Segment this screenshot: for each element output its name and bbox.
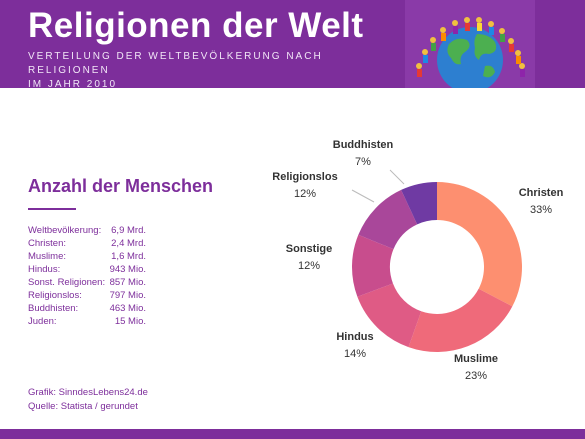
stat-value: 463 Mio. <box>109 303 146 314</box>
slice-value-label: 12% <box>294 188 316 200</box>
globe-icon <box>405 0 535 88</box>
stat-label: Buddhisten: <box>28 303 79 314</box>
heading-divider <box>28 208 76 210</box>
stat-label: Christen: <box>28 238 67 249</box>
stat-row-weltbevoelkerung: Weltbevölkerung: 6,9 Mrd. <box>28 224 146 237</box>
stat-label: Religionslos: <box>28 290 82 301</box>
source-note: Grafik: SinndesLebens24.de Quelle: Stati… <box>28 386 148 413</box>
slice-christen <box>437 182 522 307</box>
stat-value: 943 Mio. <box>109 264 146 275</box>
leader-line <box>351 189 375 203</box>
stat-label: Muslime: <box>28 251 67 262</box>
page-subtitle: VERTEILUNG DER WELTBEVÖLKERUNG NACH RELI… <box>28 50 388 92</box>
slice-name-label: Religionslos <box>272 171 337 183</box>
page-title: Religionen der Welt <box>28 6 364 45</box>
stat-label: Sonst. Religionen: <box>28 277 106 288</box>
slice-buddhisten <box>401 182 437 225</box>
leader-line <box>389 169 405 185</box>
stat-row-muslime: Muslime: 1,6 Mrd. <box>28 250 146 263</box>
data-source: Quelle: Statista / gerundet <box>28 400 138 412</box>
stats-heading: Anzahl der Menschen <box>28 176 214 196</box>
slice-name-label: Christen <box>519 187 564 199</box>
slice-name-label: Muslime <box>454 353 498 365</box>
slice-value-label: 23% <box>465 370 487 382</box>
header-banner: Religionen der Welt VERTEILUNG DER WELTB… <box>0 0 585 90</box>
stat-row-christen: Christen: 2,4 Mrd. <box>28 237 146 250</box>
slice-name-label: Buddhisten <box>333 139 394 151</box>
stat-value: 6,9 Mrd. <box>111 225 146 236</box>
slice-muslime <box>408 288 513 352</box>
slice-value-label: 12% <box>298 260 320 272</box>
stat-row-buddhisten: Buddhisten: 463 Mio. <box>28 302 146 315</box>
stat-row-hindus: Hindus: 943 Mio. <box>28 263 146 276</box>
stat-row-sonstige: Sonst. Religionen: 857 Mio. <box>28 276 146 289</box>
footer-bar <box>0 429 585 439</box>
slice-name-label: Sonstige <box>286 243 332 255</box>
stat-value: 15 Mio. <box>114 316 146 327</box>
stat-value: 857 Mio. <box>109 277 146 288</box>
stat-label: Juden: <box>28 316 57 327</box>
subtitle-line-1: VERTEILUNG DER WELTBEVÖLKERUNG NACH RELI… <box>28 51 323 76</box>
stat-label: Weltbevölkerung: <box>28 225 102 236</box>
stat-row-religionslos: Religionslos: 797 Mio. <box>28 289 146 302</box>
stat-value: 797 Mio. <box>109 290 146 301</box>
slice-name-label: Hindus <box>336 331 373 343</box>
graphic-credit: Grafik: SinndesLebens24.de <box>28 387 148 398</box>
slice-sonstige <box>351 234 394 297</box>
slice-hindus <box>357 283 422 348</box>
subtitle-line-2: IM JAHR 2010 <box>28 79 118 90</box>
slice-value-label: 14% <box>344 348 366 360</box>
slice-religionslos <box>358 189 418 250</box>
stat-label: Hindus: <box>28 264 61 275</box>
stats-list: Weltbevölkerung: 6,9 Mrd. Christen: 2,4 … <box>28 224 146 328</box>
slice-value-label: 7% <box>355 156 371 168</box>
stat-row-juden: Juden: 15 Mio. <box>28 315 146 328</box>
stat-value: 1,6 Mrd. <box>111 251 146 262</box>
slice-value-label: 33% <box>530 204 552 216</box>
stat-value: 2,4 Mrd. <box>111 238 146 249</box>
